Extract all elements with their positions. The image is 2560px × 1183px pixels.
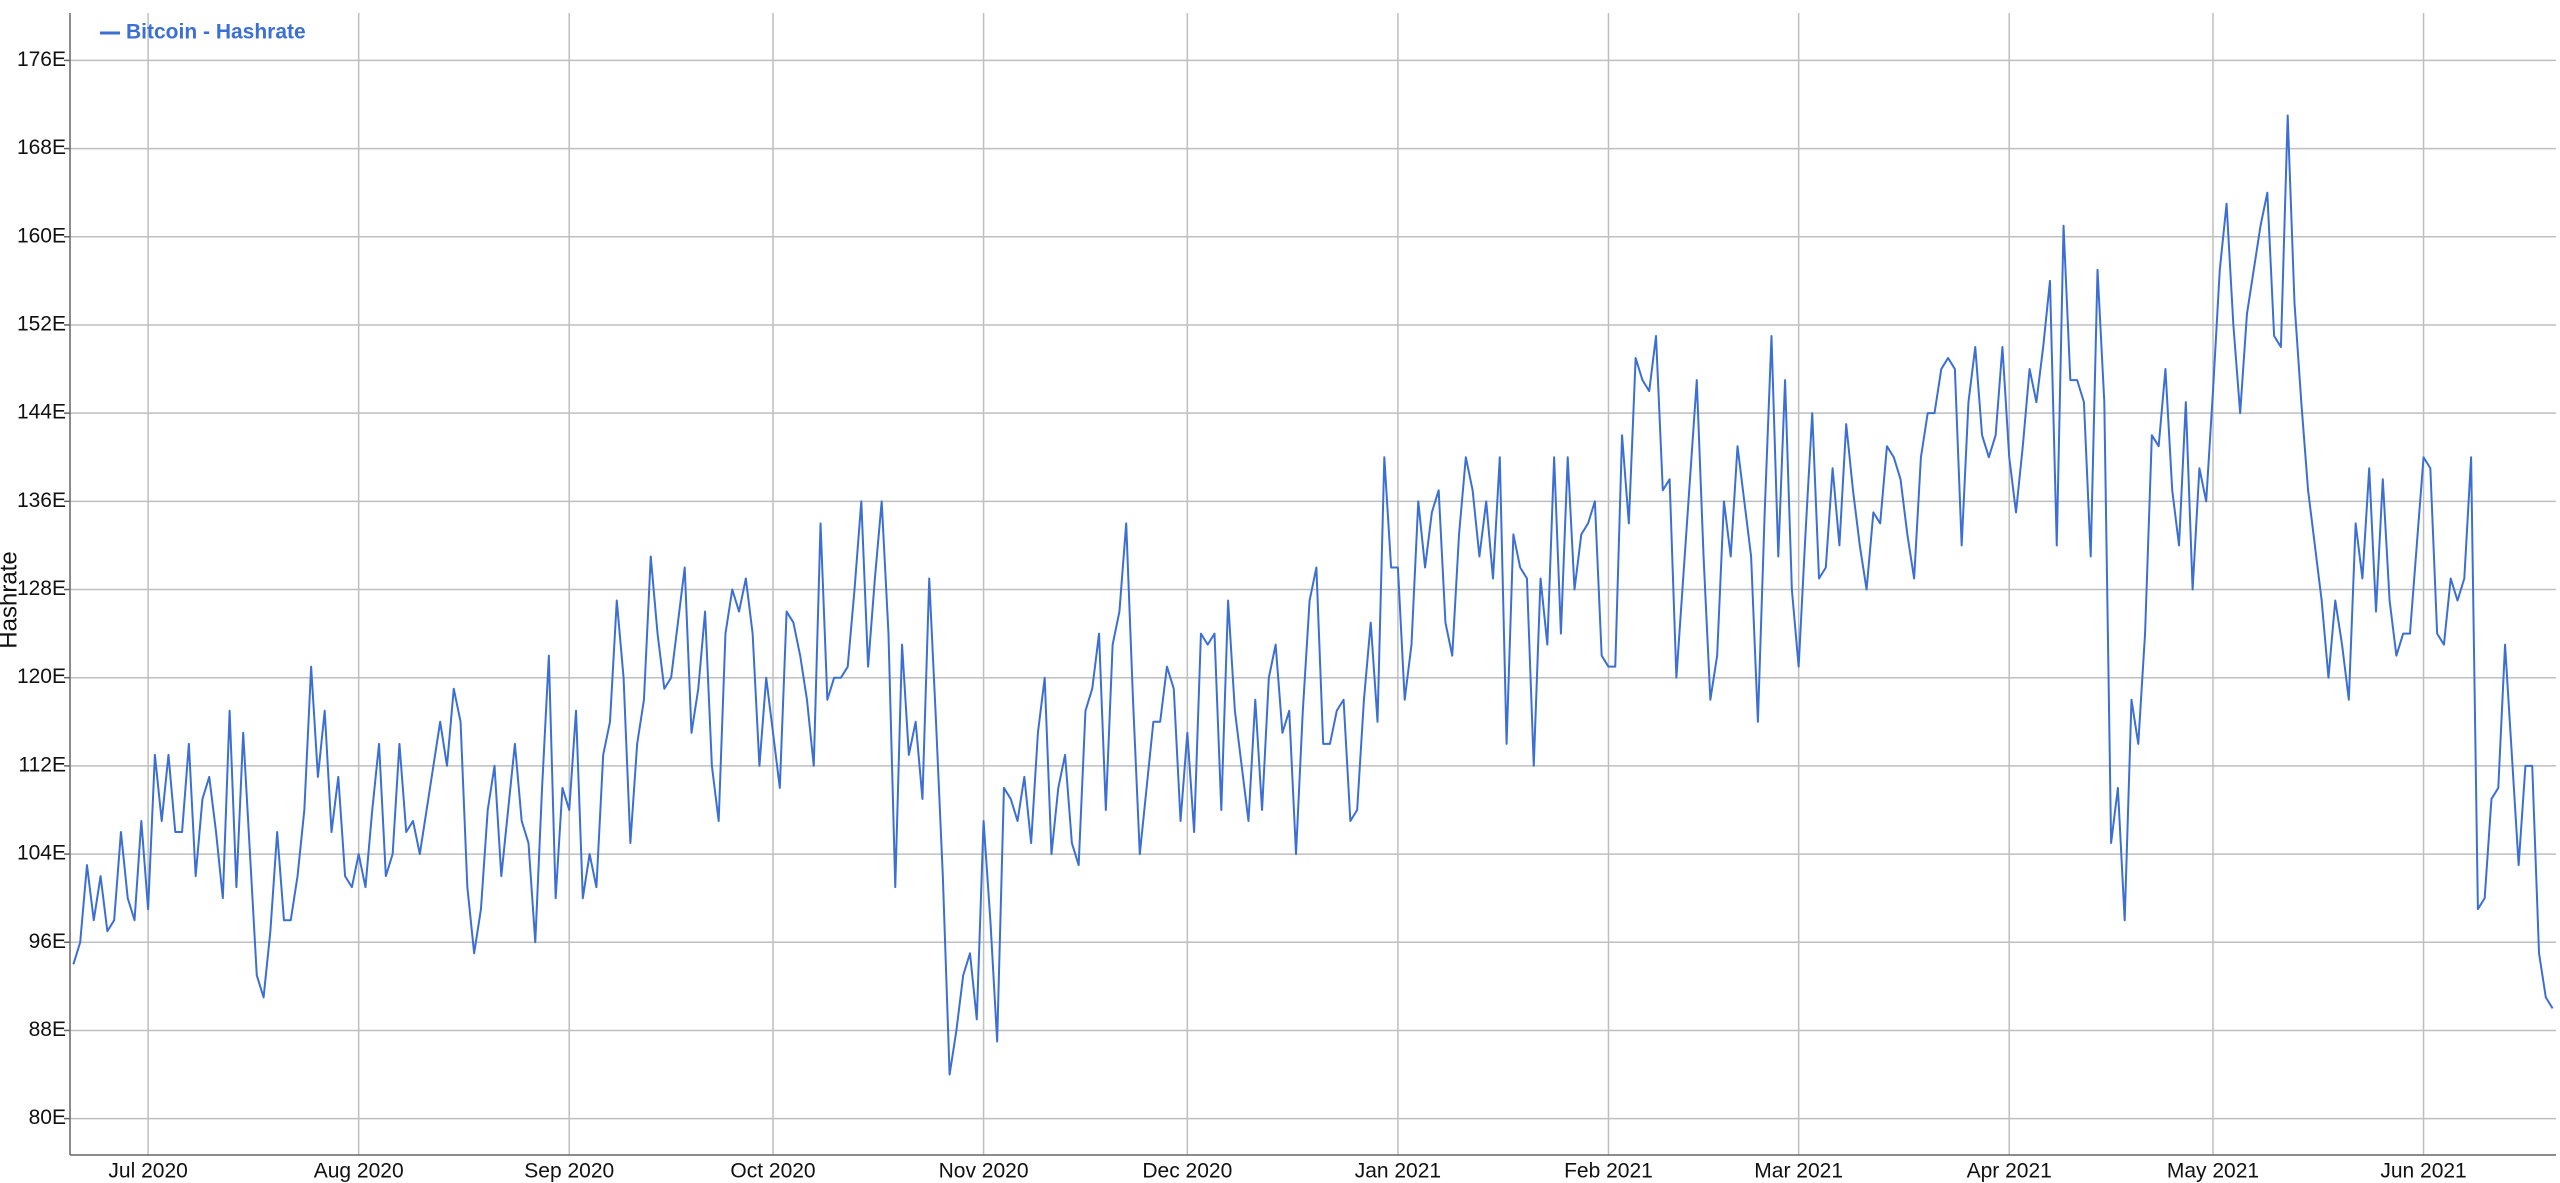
y-axis-label: Hashrate <box>0 551 22 648</box>
y-tick-label: 112E <box>19 753 67 776</box>
x-tick-label: Dec 2020 <box>1142 1160 1232 1183</box>
x-tick-label: Aug 2020 <box>314 1160 404 1183</box>
y-tick-label: 136E <box>17 489 66 512</box>
x-tick-label: Jan 2021 <box>1355 1160 1441 1183</box>
y-tick-label: 152E <box>17 313 66 336</box>
y-tick-label: 144E <box>17 401 66 424</box>
x-tick-label: Nov 2020 <box>939 1160 1029 1183</box>
y-tick-label: 128E <box>17 577 66 600</box>
x-tick-label: May 2021 <box>2167 1160 2259 1183</box>
legend-label: Bitcoin - Hashrate <box>126 21 306 44</box>
y-tick-label: 88E <box>29 1018 66 1041</box>
x-tick-label: Apr 2021 <box>1967 1160 2052 1183</box>
x-tick-label: Oct 2020 <box>730 1160 815 1183</box>
x-tick-label: Mar 2021 <box>1754 1160 1843 1183</box>
x-tick-label: Sep 2020 <box>524 1160 614 1183</box>
y-tick-label: 168E <box>17 136 66 159</box>
y-tick-label: 176E <box>17 48 66 71</box>
series-line <box>72 114 2554 1076</box>
y-tick-label: 120E <box>17 665 66 688</box>
y-tick-label: 160E <box>17 224 66 247</box>
y-tick-label: 104E <box>17 842 66 865</box>
y-tick-label: 80E <box>29 1106 66 1129</box>
x-tick-label: Feb 2021 <box>1564 1160 1653 1183</box>
x-tick-label: Jul 2020 <box>108 1160 187 1183</box>
y-tick-label: 96E <box>29 930 66 953</box>
x-tick-label: Jun 2021 <box>2380 1160 2466 1183</box>
